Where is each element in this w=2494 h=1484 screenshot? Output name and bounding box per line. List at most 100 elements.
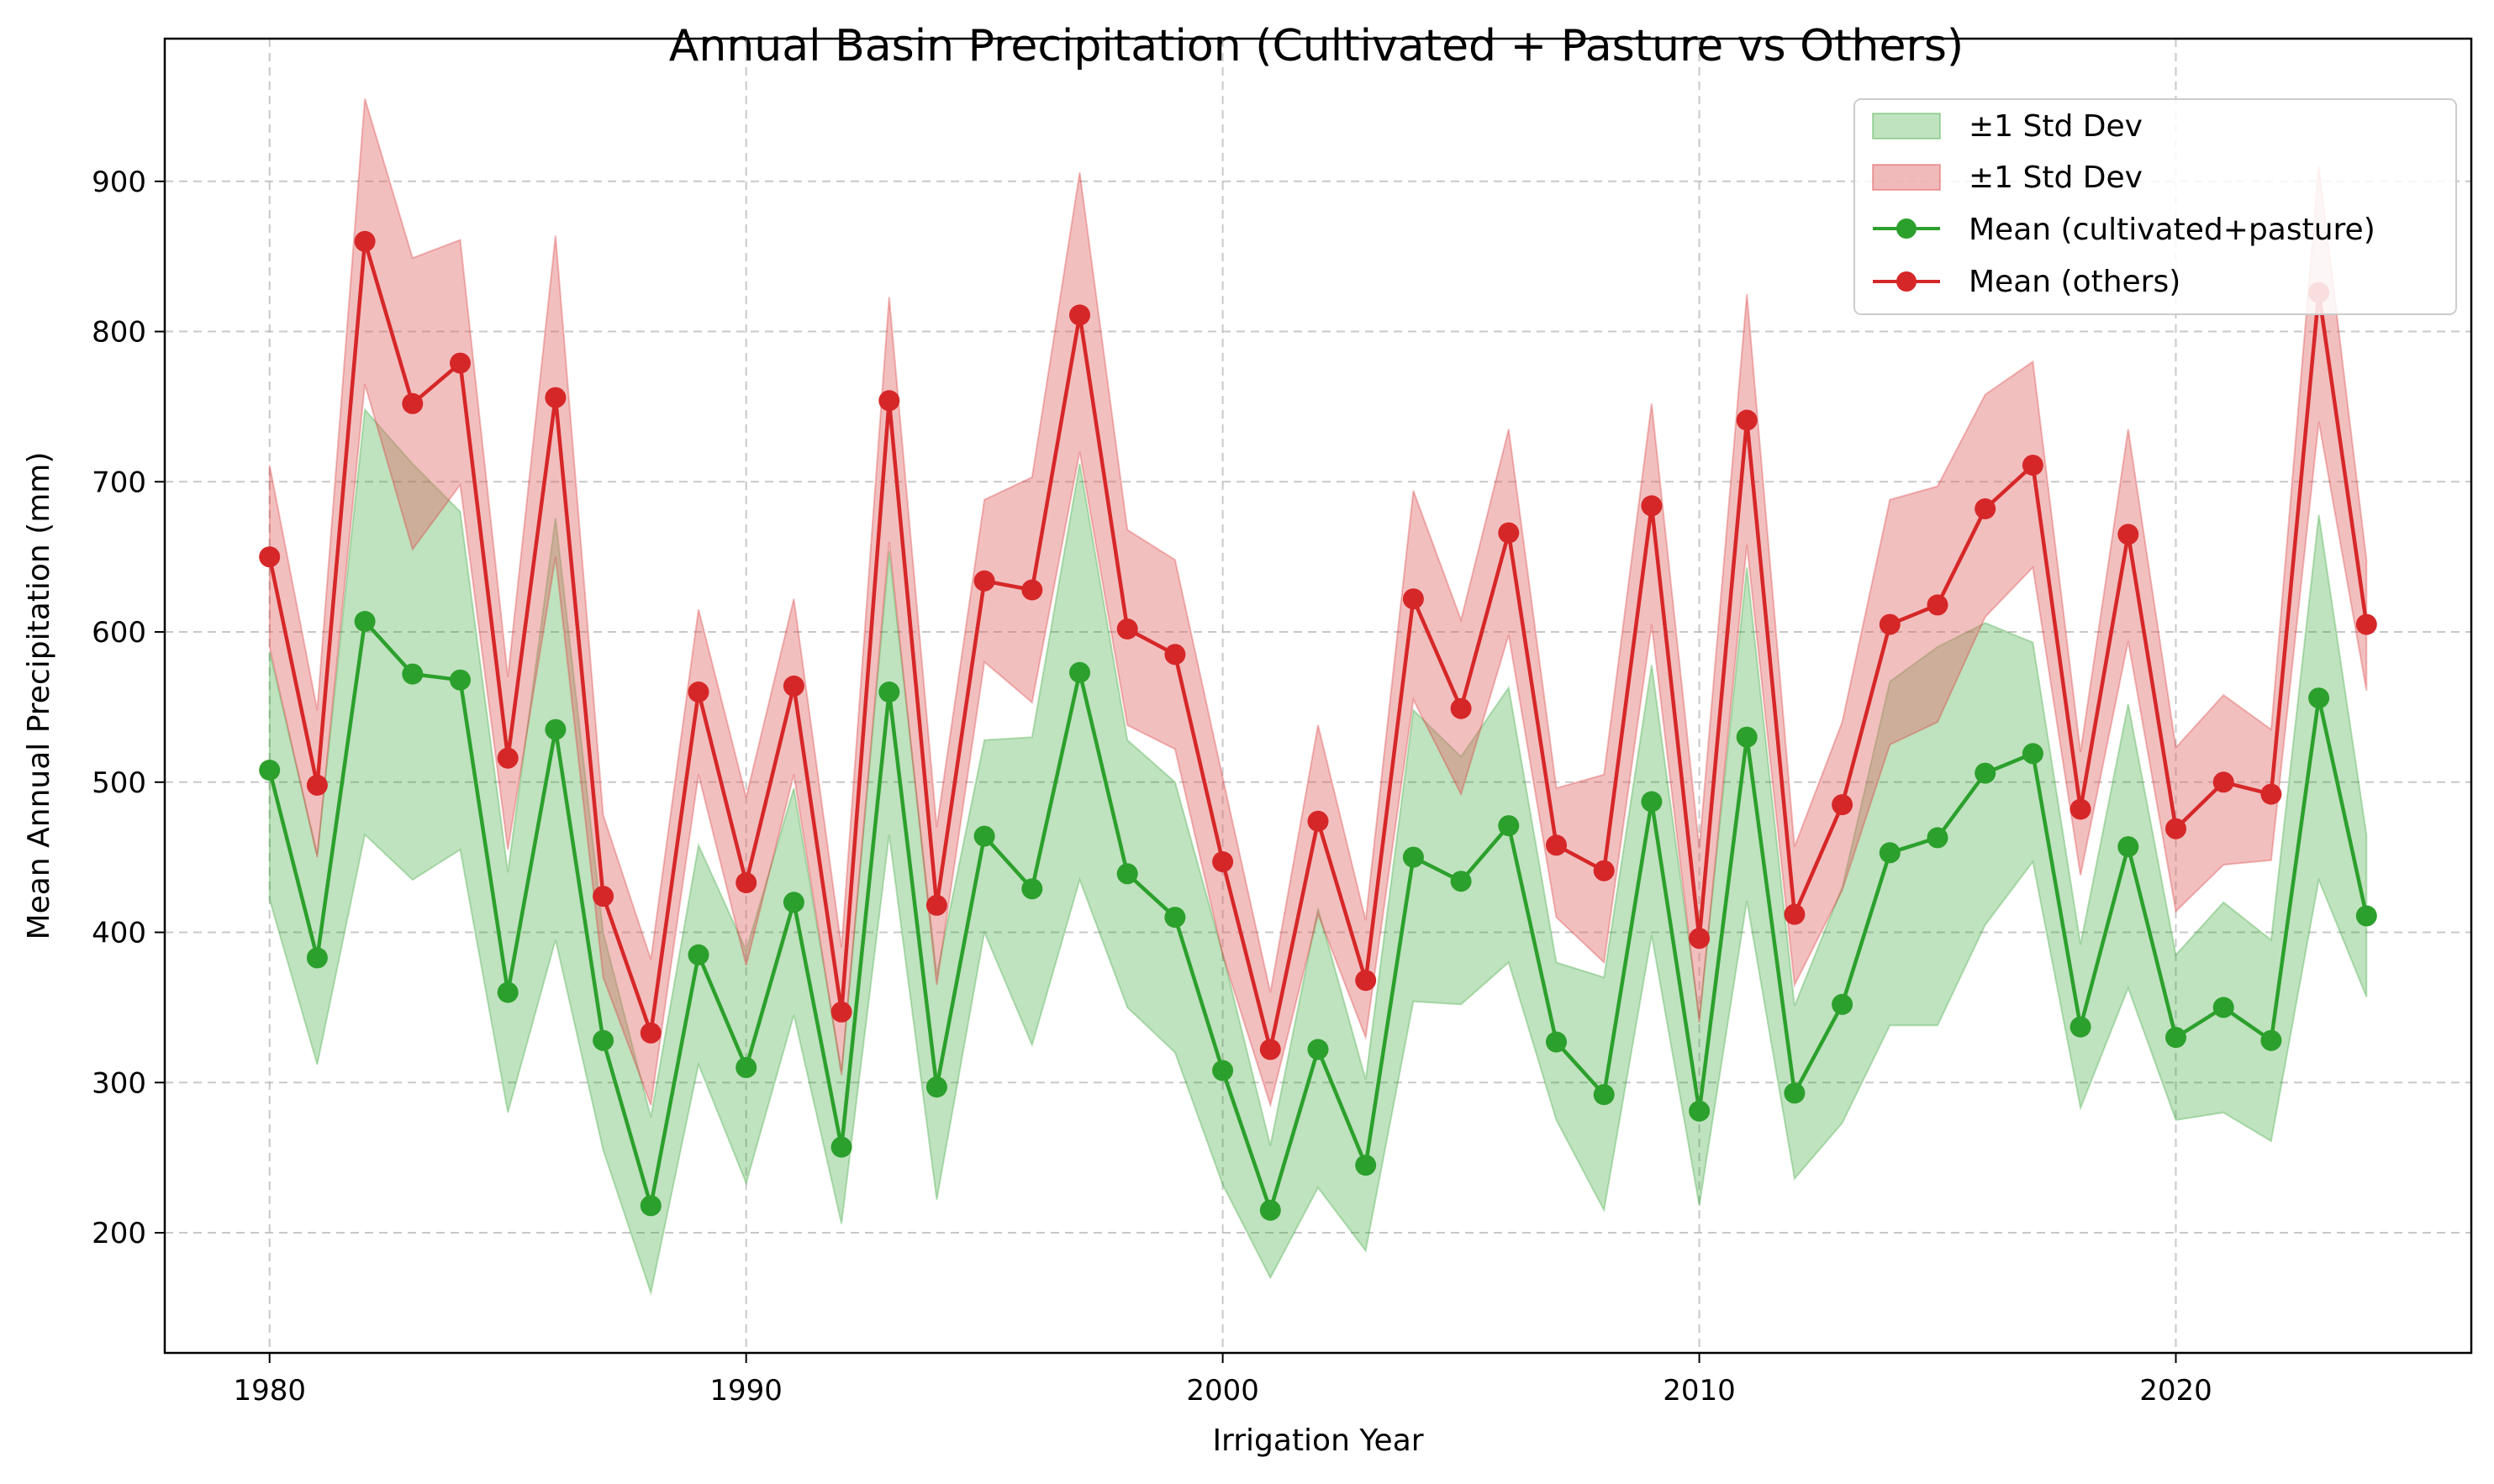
legend-marker-red [1896, 271, 1917, 292]
data-point-series-0 [1641, 791, 1663, 813]
data-point-series-0 [736, 1056, 757, 1078]
data-points [259, 230, 2377, 1221]
plot-frame [163, 37, 2473, 1355]
data-point-series-1 [450, 352, 471, 374]
x-axis-label: Irrigation Year [1212, 1423, 1423, 1458]
data-point-series-0 [402, 663, 424, 685]
data-point-series-0 [878, 681, 900, 703]
data-point-series-1 [2260, 783, 2282, 805]
data-point-series-0 [688, 944, 709, 966]
data-point-series-0 [2355, 905, 2377, 927]
data-point-series-1 [2355, 613, 2377, 635]
data-point-series-1 [2070, 798, 2091, 820]
data-point-series-1 [1641, 495, 1663, 517]
x-tick-label: 2010 [1663, 1374, 1736, 1408]
x-tick-label: 1990 [709, 1374, 783, 1408]
data-point-series-1 [1927, 594, 1948, 616]
data-point-series-1 [306, 774, 328, 796]
data-point-series-0 [306, 947, 328, 969]
x-tick-label: 2020 [2139, 1374, 2212, 1408]
data-point-series-1 [1069, 304, 1090, 326]
data-point-series-1 [545, 387, 567, 408]
data-point-series-0 [830, 1136, 852, 1158]
y-tick-label: 500 [92, 766, 146, 800]
data-point-series-1 [2022, 455, 2043, 476]
data-point-series-0 [2165, 1027, 2186, 1049]
data-point-series-0 [2022, 743, 2043, 765]
data-point-series-0 [1021, 878, 1043, 900]
data-point-series-1 [2165, 818, 2186, 839]
data-point-series-1 [1832, 794, 1853, 816]
y-tick-label: 400 [92, 917, 146, 950]
data-point-series-1 [354, 230, 376, 252]
data-point-series-0 [1402, 846, 1424, 868]
data-point-series-0 [1975, 762, 1996, 784]
legend: ±1 Std Dev ±1 Std Dev Mean (cultivated+p… [1853, 98, 2457, 315]
data-point-series-0 [1927, 827, 1948, 849]
data-point-series-1 [1498, 522, 1520, 544]
data-point-series-1 [1546, 834, 1567, 856]
y-tick-label: 200 [92, 1217, 146, 1250]
y-axis-ticks: 200 300 400 500 600 700 800 900 [92, 166, 165, 1250]
data-point-series-0 [925, 1076, 947, 1098]
y-axis-label: Mean Annual Precipitation (mm) [22, 452, 56, 940]
data-point-series-1 [1689, 928, 1711, 950]
data-point-series-0 [259, 760, 281, 781]
data-point-series-0 [1689, 1100, 1711, 1122]
legend-label-red-mean: Mean (others) [1969, 265, 2180, 299]
data-point-series-1 [830, 1001, 852, 1023]
x-tick-label: 2000 [1186, 1374, 1259, 1408]
data-point-series-0 [1832, 993, 1853, 1015]
data-point-series-0 [1593, 1084, 1615, 1106]
data-point-series-0 [545, 718, 567, 740]
data-point-series-1 [497, 747, 519, 769]
data-point-series-1 [1164, 644, 1186, 666]
std-band-series-1 [268, 98, 2368, 1108]
chart-title: Annual Basin Precipitation (Cultivated +… [669, 21, 1964, 71]
data-point-series-0 [1259, 1199, 1281, 1221]
data-point-series-0 [1450, 871, 1472, 892]
std-dev-bands [268, 98, 2368, 1297]
data-point-series-1 [1212, 851, 1234, 872]
data-point-series-0 [2070, 1016, 2091, 1038]
y-tick-label: 900 [92, 166, 146, 199]
data-point-series-0 [1212, 1060, 1234, 1081]
data-point-series-0 [354, 611, 376, 632]
data-point-series-0 [1498, 815, 1520, 837]
data-point-series-1 [2212, 771, 2234, 793]
data-point-series-1 [783, 675, 804, 697]
legend-label-red-band: ±1 Std Dev [1969, 161, 2143, 195]
data-point-series-1 [1307, 810, 1329, 832]
data-point-series-1 [1975, 498, 1996, 519]
data-point-series-0 [1879, 842, 1901, 864]
legend-swatch-green-band [1872, 113, 1941, 139]
legend-label-green-mean: Mean (cultivated+pasture) [1969, 213, 2375, 247]
data-point-series-1 [1784, 903, 1806, 925]
data-point-series-1 [1450, 697, 1472, 719]
data-point-series-0 [1736, 726, 1758, 748]
data-point-series-1 [402, 392, 424, 414]
data-point-series-1 [259, 546, 281, 568]
data-point-series-1 [1736, 409, 1758, 431]
data-point-series-1 [878, 390, 900, 412]
data-point-series-1 [973, 570, 995, 592]
data-point-series-1 [925, 894, 947, 916]
data-point-series-1 [2117, 524, 2139, 545]
data-point-series-0 [1164, 907, 1186, 929]
data-point-series-1 [1259, 1039, 1281, 1060]
legend-box [1853, 98, 2457, 315]
y-tick-label: 300 [92, 1066, 146, 1100]
legend-marker-green [1896, 218, 1917, 239]
data-point-series-0 [1355, 1155, 1377, 1176]
data-point-series-0 [973, 825, 995, 847]
data-point-series-0 [1784, 1082, 1806, 1104]
data-point-series-1 [1021, 579, 1043, 601]
data-point-series-0 [2308, 687, 2330, 709]
data-point-series-1 [1593, 860, 1615, 881]
data-point-series-1 [1402, 588, 1424, 610]
data-point-series-0 [593, 1029, 614, 1051]
data-point-series-0 [2212, 997, 2234, 1018]
x-axis-ticks: 1980 1990 2000 2010 2020 [233, 1353, 2212, 1408]
data-point-series-0 [783, 892, 804, 913]
